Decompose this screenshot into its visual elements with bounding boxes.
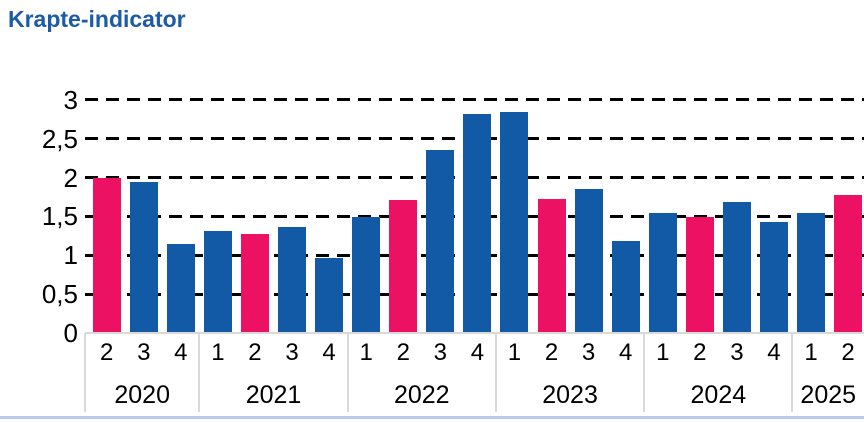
quarter-label: 3 [730,339,744,366]
bar [648,213,677,333]
quarter-label: 4 [767,339,781,366]
quarter-label: 3 [285,339,299,366]
year-separator [791,333,794,412]
bar [574,189,603,333]
bar [759,221,788,333]
quarter-label: 1 [804,339,818,366]
quarter-label: 2 [248,339,262,366]
bar [611,241,640,333]
quarter-label: 2 [841,339,855,366]
quarter-label: 4 [322,339,336,366]
y-tick-label: 1,5 [41,201,78,232]
bar [722,201,751,333]
quarter-label: 2 [693,339,707,366]
bar [240,234,269,333]
quarter-label: 2 [100,339,114,366]
year-separator [346,333,349,412]
bar [166,243,195,333]
bar [315,258,344,333]
gridline [85,98,864,102]
bar [203,231,232,333]
quarter-label: 3 [137,339,151,366]
year-label: 2021 [245,381,302,409]
quarter-label: 4 [618,339,633,366]
bar [352,216,381,333]
year-label: 2022 [393,381,450,409]
y-tick-label: 0,5 [41,279,78,310]
year-separator [494,333,497,412]
y-tick-label: 1 [63,240,78,271]
quarter-label: 1 [656,339,670,366]
year-separator [198,333,201,412]
quarter-label: 1 [359,339,373,366]
bar [426,150,455,333]
year-separator [84,333,86,412]
quarter-label: 3 [581,339,596,366]
quarter-label: 3 [433,339,447,366]
year-label: 2020 [114,381,170,409]
bar [463,113,492,333]
plot-area [85,88,864,333]
bar [537,199,566,333]
y-tick-label: 2,5 [41,123,78,154]
bar [834,194,863,333]
x-axis-baseline [85,332,864,334]
quarter-label: 1 [507,339,522,366]
chart-title: Krapte-indicator [8,6,186,32]
quarter-label: 4 [174,339,188,366]
year-label: 2024 [690,381,747,409]
quarter-label: 2 [544,339,559,366]
bar [92,177,121,333]
bar [278,227,307,333]
quarter-label: 1 [211,339,225,366]
bar [685,217,714,333]
bar [389,200,418,333]
y-tick-label: 0 [63,318,78,348]
bottom-rule [0,416,864,419]
bar [129,182,158,333]
bar [500,111,529,333]
year-separator [643,333,646,412]
y-tick-label: 3 [63,84,78,115]
quarter-label: 4 [470,339,485,366]
quarter-label: 2 [396,339,410,366]
bar [797,212,826,333]
year-label: 2023 [542,381,598,409]
year-label: 2025 [800,381,857,409]
y-tick-label: 2 [63,162,78,193]
